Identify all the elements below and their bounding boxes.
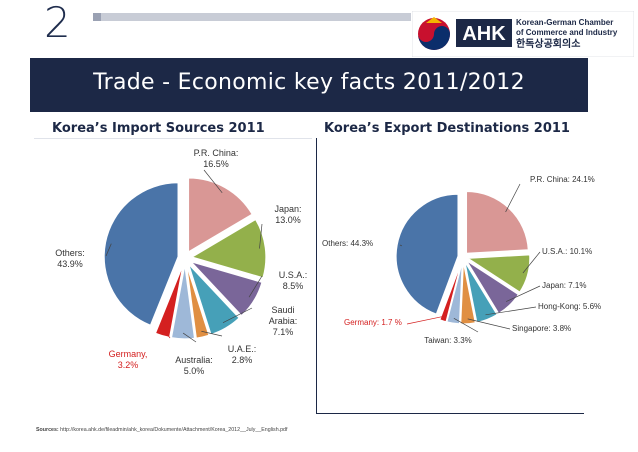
ahk-logo: AHK Korean-German Chamber of Commerce an… — [412, 11, 634, 57]
import-slice-label: Saudi — [271, 305, 294, 315]
export-pie-slice — [465, 254, 531, 293]
export-pie-slice — [395, 193, 459, 315]
export-slice-label: U.S.A.: 10.1% — [542, 247, 592, 256]
ahk-brand: AHK — [462, 23, 506, 45]
export-leader-line — [485, 306, 537, 316]
import-pie-slice — [170, 264, 196, 340]
slide-number: 2 — [44, 0, 71, 47]
logo-line-2: of Commerce and Industry — [516, 28, 618, 37]
export-leader-line — [506, 285, 541, 302]
export-slice-label: Singapore: 3.8% — [512, 324, 571, 333]
import-slice-label: Japan: — [274, 204, 301, 214]
export-pie-slice — [446, 261, 463, 325]
export-slice-label: Hong-Kong: 5.6% — [538, 302, 601, 311]
export-leader-line — [406, 315, 445, 325]
import-pie-slice — [103, 182, 179, 327]
title-bar — [30, 58, 588, 112]
export-pie-group: P.R. China: 24.1% U.S.A.: 10.1% Japan: 7.1… — [322, 175, 601, 345]
import-slice-label: P.R. China: — [194, 148, 239, 158]
export-slice-label: Germany: 1.7 % — [344, 318, 402, 327]
export-slice-label: Taiwan: 3.3% — [424, 336, 472, 345]
export-pie-slice — [438, 261, 463, 323]
export-frame-left-line — [316, 138, 317, 414]
export-leader-line — [399, 244, 403, 247]
ahk-badge — [456, 19, 512, 47]
export-pie-slice — [465, 260, 520, 315]
import-slice-label: 8.5% — [283, 281, 304, 291]
logo-line-1: Korean-German Chamber — [516, 18, 613, 27]
export-leader-line — [522, 251, 541, 274]
import-pie-group: P.R. China:16.5% Japan:13.0% U.S.A.:8.5% Sa… — [55, 148, 307, 376]
export-heading: Korea’s Export Destinations 2011 — [324, 121, 570, 136]
sources-text: http://korea.ahk.de/fileadmin/ahk_korea/… — [60, 427, 288, 433]
import-pie-slice — [187, 263, 241, 336]
import-leader-line — [163, 329, 171, 339]
import-slice-label: 5.0% — [184, 366, 205, 376]
import-pie-slice — [185, 264, 210, 339]
import-slice-label: Germany, — [109, 349, 148, 359]
import-leader-line — [182, 332, 197, 343]
import-slice-label: 16.5% — [203, 159, 229, 169]
import-slice-label: 43.9% — [57, 259, 83, 269]
export-leader-line — [505, 183, 521, 213]
import-slice-label: Australia: — [175, 355, 213, 365]
import-pie-slice — [190, 218, 267, 279]
header-strip — [93, 13, 411, 21]
export-pie-slice — [460, 261, 477, 325]
sources-label: Sources: — [36, 427, 59, 433]
export-slice-label: Japan: 7.1% — [542, 281, 586, 290]
import-slice-label: 2.8% — [232, 355, 253, 365]
import-leader-line — [201, 330, 223, 337]
import-pie-slice — [187, 177, 253, 253]
taegeuk-icon — [418, 17, 450, 50]
export-leader-line — [467, 318, 511, 330]
import-leader-line — [248, 275, 263, 298]
export-slice-label: Others: 44.3% — [322, 239, 373, 248]
export-leader-line — [453, 318, 479, 333]
import-slice-label: Arabia: — [269, 316, 298, 326]
export-frame-bottom-line — [316, 413, 584, 414]
import-heading: Korea’s Import Sources 2011 — [52, 121, 265, 136]
import-chart-frame — [34, 138, 312, 437]
sources-note: Sources: http://korea.ahk.de/fileadmin/a… — [36, 427, 287, 433]
import-leader-line — [222, 307, 253, 324]
title-suffix: a — [572, 86, 586, 111]
import-pie-slice — [189, 260, 263, 317]
export-pie-slice — [465, 190, 529, 255]
import-slice-label: 13.0% — [275, 215, 301, 225]
import-slice-label: Others: — [55, 248, 85, 258]
import-leader-line — [259, 223, 263, 249]
export-slice-label: P.R. China: 24.1% — [530, 175, 595, 184]
import-leader-line — [203, 169, 223, 194]
logo-line-3: 한독상공회의소 — [516, 37, 580, 50]
import-slice-label: 7.1% — [273, 327, 294, 337]
import-slice-label: U.A.E.: — [228, 344, 257, 354]
header-strip-square — [93, 13, 101, 21]
import-leader-line — [105, 243, 112, 257]
import-slice-label: 3.2% — [118, 360, 139, 370]
import-slice-label: U.S.A.: — [279, 270, 308, 280]
export-pie-slice — [464, 261, 498, 324]
page-title: Trade - Economic key facts 2011/2012 — [93, 70, 525, 95]
